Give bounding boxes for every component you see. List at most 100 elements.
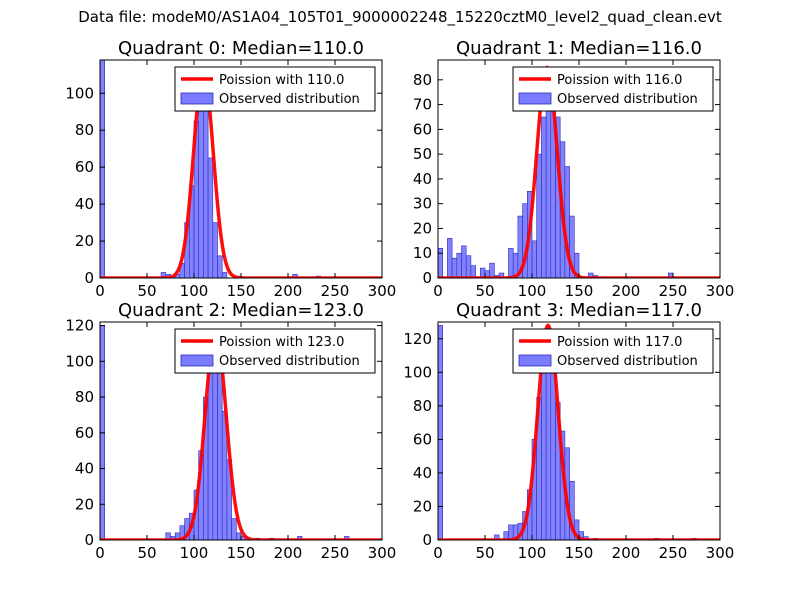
legend-line-label: Poission with 117.0 <box>557 335 682 350</box>
legend-bar-label: Observed distribution <box>219 354 360 369</box>
histogram-bar <box>536 153 542 278</box>
x-tick-label: 50 <box>475 282 494 300</box>
legend: Poission with 116.0 Observed distribution <box>512 66 714 112</box>
histogram-bar <box>451 257 458 278</box>
x-tick-label: 0 <box>433 282 443 300</box>
histogram-bar <box>461 245 467 278</box>
histogram-bar <box>198 92 204 278</box>
histogram-bar <box>541 116 547 278</box>
legend-bar-label: Observed distribution <box>557 92 698 107</box>
x-tick-label: 0 <box>95 544 105 562</box>
y-tick-label: 0 <box>422 531 432 549</box>
x-tick-label: 300 <box>368 282 397 300</box>
x-tick-label: 250 <box>659 544 688 562</box>
histogram-bar <box>438 325 443 540</box>
chart-title: Quadrant 3: Median=117.0 <box>456 300 702 321</box>
x-tick-label: 300 <box>706 544 735 562</box>
x-tick-label: 100 <box>518 544 547 562</box>
x-tick-label: 150 <box>565 282 594 300</box>
histogram-bar <box>231 518 237 540</box>
legend-bar-swatch <box>180 92 214 105</box>
histogram-bar <box>541 372 547 540</box>
histogram-bar <box>217 255 223 278</box>
x-tick-label: 50 <box>137 282 156 300</box>
x-tick-label: 250 <box>659 282 688 300</box>
y-tick-label: 60 <box>75 424 94 442</box>
legend-bar-swatch <box>180 354 214 367</box>
y-tick-label: 0 <box>84 531 94 549</box>
y-tick-label: 40 <box>413 170 432 188</box>
x-tick-label: 200 <box>274 544 303 562</box>
y-tick-label: 120 <box>65 317 94 335</box>
y-tick-label: 40 <box>75 460 94 478</box>
legend-box <box>512 328 714 374</box>
x-tick-label: 200 <box>612 544 641 562</box>
quadrant-1-panel: Quadrant 1: Median=116.00 50 100 150 200 250 3… <box>413 38 734 300</box>
y-tick-label: 20 <box>75 495 94 513</box>
legend: Poission with 123.0 Observed distribution <box>174 328 376 374</box>
x-tick-label: 100 <box>180 282 209 300</box>
histogram-bar <box>212 222 218 278</box>
y-tick-label: 30 <box>413 195 432 213</box>
y-tick-label: 20 <box>413 497 432 515</box>
poisson-curve <box>100 329 382 540</box>
y-tick-label: 20 <box>75 232 94 250</box>
legend-line-label: Poission with 123.0 <box>219 335 344 350</box>
legend: Poission with 117.0 Observed distribution <box>512 328 714 374</box>
histogram-bar <box>447 238 453 278</box>
x-tick-label: 50 <box>475 544 494 562</box>
x-tick-label: 300 <box>368 544 397 562</box>
histogram-bar <box>456 252 462 278</box>
histogram-bar <box>203 107 209 278</box>
y-tick-label: 50 <box>413 145 432 163</box>
x-tick-label: 250 <box>321 544 350 562</box>
y-tick-label: 80 <box>75 121 94 139</box>
y-tick-label: 80 <box>413 397 432 415</box>
histogram-bar <box>545 346 552 540</box>
quadrant-0-panel: Quadrant 0: Median=110.00 50 100 150 200 250 3… <box>65 38 396 300</box>
chart-title: Quadrant 1: Median=116.0 <box>456 38 702 59</box>
histogram-bar <box>470 265 476 278</box>
y-tick-label: 60 <box>413 430 432 448</box>
chart-title: Quadrant 2: Median=123.0 <box>118 300 364 321</box>
x-tick-label: 100 <box>180 544 209 562</box>
x-tick-label: 150 <box>227 282 256 300</box>
x-tick-label: 150 <box>227 544 256 562</box>
x-tick-label: 50 <box>137 544 156 562</box>
x-tick-label: 0 <box>95 282 105 300</box>
quadrant-2-panel: Quadrant 2: Median=123.00 50 100 150 200 250 3… <box>65 300 396 562</box>
legend: Poission with 110.0 Observed distribution <box>174 66 376 112</box>
y-tick-label: 80 <box>413 71 432 89</box>
y-tick-label: 0 <box>84 269 94 287</box>
histogram-bar <box>465 255 472 278</box>
figure-suptitle: Data file: modeM0/AS1A04_105T01_90000022… <box>78 8 722 26</box>
x-tick-label: 250 <box>321 282 350 300</box>
legend-line-label: Poission with 116.0 <box>557 73 682 88</box>
y-tick-label: 40 <box>75 195 94 213</box>
x-tick-label: 200 <box>274 282 303 300</box>
histogram-bar <box>531 240 537 278</box>
y-tick-label: 60 <box>75 158 94 176</box>
x-tick-label: 0 <box>433 544 443 562</box>
legend-bar-label: Observed distribution <box>219 92 360 107</box>
y-tick-label: 60 <box>413 120 432 138</box>
histogram-bar <box>545 91 552 278</box>
legend-box <box>512 66 714 112</box>
y-tick-label: 100 <box>403 363 432 381</box>
y-tick-label: 0 <box>422 269 432 287</box>
histogram-bar <box>236 532 242 540</box>
legend-bar-swatch <box>518 354 552 367</box>
chart-title: Quadrant 0: Median=110.0 <box>118 38 364 59</box>
y-tick-label: 70 <box>413 96 432 114</box>
x-tick-label: 200 <box>612 282 641 300</box>
x-tick-label: 100 <box>518 282 547 300</box>
histogram-bar <box>573 252 580 278</box>
x-tick-label: 300 <box>706 282 735 300</box>
y-tick-label: 20 <box>413 219 432 237</box>
legend-bar-label: Observed distribution <box>557 354 698 369</box>
y-tick-label: 40 <box>413 464 432 482</box>
histogram-bar <box>494 534 500 540</box>
y-tick-label: 10 <box>413 244 432 262</box>
histogram-bar <box>207 157 214 278</box>
